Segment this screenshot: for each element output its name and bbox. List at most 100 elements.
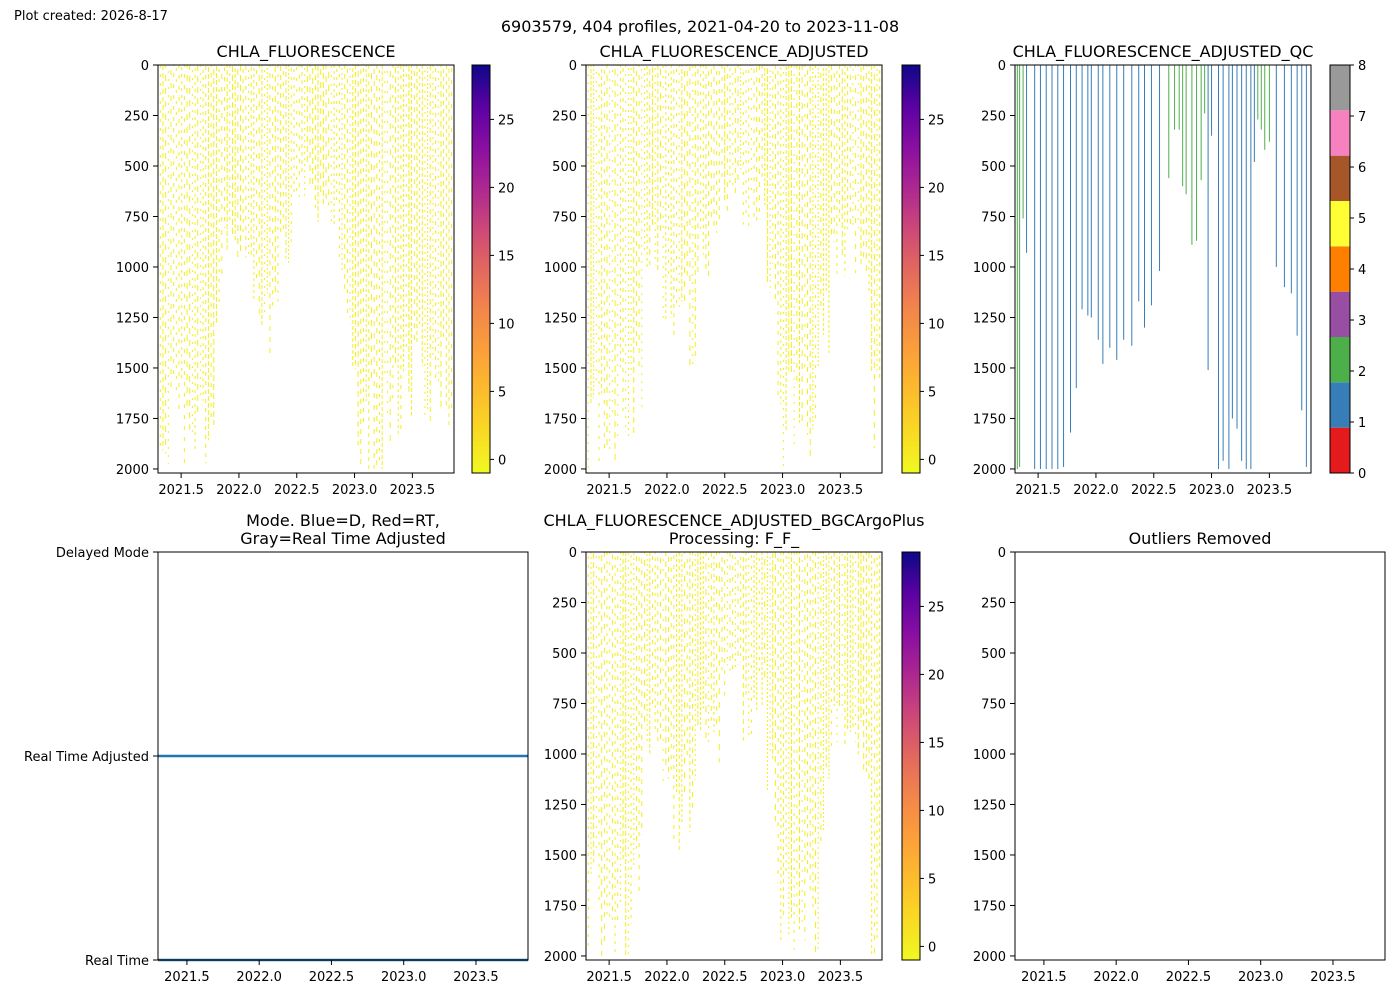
axes-frame	[1014, 551, 1386, 961]
x-tick-label: 2023.5	[818, 483, 864, 498]
y-tick-label: 250	[981, 109, 1006, 124]
x-tick-label: 2023.0	[760, 970, 806, 985]
x-tick-label: 2022.0	[236, 970, 282, 985]
colorbar-tick-label: 10	[498, 317, 515, 332]
colorbar-segment	[1330, 427, 1350, 473]
y-tick-label: 2000	[116, 463, 149, 478]
y-tick-label: 500	[552, 647, 577, 662]
x-tick-label: 2021.5	[1021, 970, 1067, 985]
x-tick-label: 2022.5	[1166, 970, 1212, 985]
colorbar-tick-label: 20	[928, 181, 945, 196]
colorbar-segment	[1330, 201, 1350, 247]
panel-title: CHLA_FLUORESCENCE_ADJUSTED_BGCArgoPlus	[543, 511, 924, 531]
colorbar-segment	[1330, 291, 1350, 337]
y-tick-label: 1000	[544, 261, 577, 276]
panel-title: CHLA_FLUORESCENCE	[217, 42, 396, 62]
panel-title: Processing: F_F_	[669, 529, 800, 549]
panel-chla_adj: 2021.5 2022.0 2022.5 2023.0 2023.50250500750…	[544, 42, 945, 498]
colorbar-tick-label: 0	[928, 940, 936, 955]
colorbar-tick-label: 1	[1358, 416, 1366, 431]
y-tick-label: 500	[552, 160, 577, 175]
x-tick-label: 2022.5	[309, 970, 355, 985]
colorbar-segment	[1330, 337, 1350, 383]
figure-suptitle: 6903579, 404 profiles, 2021-04-20 to 202…	[501, 17, 899, 36]
colorbar-tick-label: 8	[1358, 59, 1366, 74]
panel-chla_bgc: 2021.5 2022.0 2022.5 2023.0 2023.50250500750…	[543, 511, 944, 985]
axes-frame	[585, 551, 883, 961]
y-tick-label: 1500	[544, 849, 577, 864]
x-tick-label: 2023.0	[381, 970, 427, 985]
y-tick-label: 1250	[973, 798, 1006, 813]
x-tick-label: 2022.0	[216, 483, 262, 498]
x-tick-label: 2021.5	[164, 970, 210, 985]
colorbar	[901, 64, 921, 474]
y-tick-label: 1500	[544, 362, 577, 377]
colorbar-tick-label: 15	[928, 736, 945, 751]
x-tick-label: 2023.5	[453, 970, 499, 985]
axes-frame	[585, 64, 883, 474]
colorbar-tick-label: 10	[928, 804, 945, 819]
x-tick-label: 2022.5	[702, 970, 748, 985]
y-tick-label: 750	[981, 210, 1006, 225]
y-tick-label: 750	[981, 697, 1006, 712]
y-tick-label: 1250	[544, 311, 577, 326]
y-tick-label: 1000	[544, 748, 577, 763]
panel-title: Mode. Blue=D, Red=RT,	[246, 511, 440, 530]
y-tick-label: 750	[552, 697, 577, 712]
x-tick-label: 2022.0	[1073, 483, 1119, 498]
panel-chla_adj_qc: 2021.5 2022.0 2022.5 2023.0 2023.50250500750…	[973, 42, 1366, 498]
y-tick-label: 1250	[544, 798, 577, 813]
y-tick-label: 500	[124, 160, 149, 175]
panel-chla: 2021.5 2022.0 2022.5 2023.0 2023.50250500750…	[116, 42, 515, 498]
colorbar-segment	[1330, 110, 1350, 156]
colorbar-tick-label: 15	[928, 249, 945, 264]
colorbar-segment	[1330, 155, 1350, 201]
x-tick-label: 2022.5	[1131, 483, 1177, 498]
colorbar-tick-label: 3	[1358, 314, 1366, 329]
y-tick-label: 750	[124, 210, 149, 225]
colorbar-segment	[1330, 65, 1350, 111]
y-tick-label: 1500	[116, 362, 149, 377]
colorbar	[471, 64, 491, 474]
panel-title: CHLA_FLUORESCENCE_ADJUSTED_QC	[1013, 42, 1314, 62]
y-tick-label: 1000	[973, 748, 1006, 763]
y-tick-label: 2000	[973, 463, 1006, 478]
x-tick-label: 2022.0	[644, 483, 690, 498]
x-tick-label: 2023.5	[1247, 483, 1293, 498]
x-tick-label: 2023.5	[818, 970, 864, 985]
colorbar-segment	[1330, 382, 1350, 428]
y-tick-label: 1250	[116, 311, 149, 326]
colorbar-tick-label: 0	[928, 453, 936, 468]
y-tick-label: 1750	[544, 412, 577, 427]
colorbar-tick-label: 25	[498, 113, 515, 128]
colorbar-tick-label: 5	[928, 385, 936, 400]
y-tick-label: 250	[552, 596, 577, 611]
colorbar-segment	[1330, 246, 1350, 292]
y-tick-label: 2000	[544, 950, 577, 965]
colorbar-tick-label: 10	[928, 317, 945, 332]
x-tick-label: 2023.0	[1238, 970, 1284, 985]
colorbar-tick-label: 0	[498, 453, 506, 468]
y-tick-label: Real Time	[85, 954, 149, 969]
panel-title: Outliers Removed	[1129, 529, 1272, 548]
y-tick-label: 1500	[973, 362, 1006, 377]
x-tick-label: 2023.0	[1189, 483, 1235, 498]
axes-frame	[157, 64, 455, 474]
y-tick-label: 250	[124, 109, 149, 124]
y-tick-label: 0	[998, 59, 1006, 74]
colorbar-tick-label: 5	[1358, 212, 1366, 227]
x-tick-label: 2023.5	[1310, 970, 1356, 985]
colorbar-tick-label: 0	[1358, 467, 1366, 482]
y-tick-label: 2000	[544, 463, 577, 478]
plot-created-label: Plot created: 2026-8-17	[14, 9, 168, 24]
y-tick-label: 1500	[973, 849, 1006, 864]
y-tick-label: 1000	[116, 261, 149, 276]
x-tick-label: 2021.5	[1015, 483, 1061, 498]
panel-title: Gray=Real Time Adjusted	[240, 529, 446, 548]
colorbar-tick-label: 15	[498, 249, 515, 264]
y-tick-label: 250	[552, 109, 577, 124]
y-tick-label: 500	[981, 647, 1006, 662]
y-tick-label: 1750	[544, 899, 577, 914]
x-tick-label: 2023.5	[390, 483, 436, 498]
